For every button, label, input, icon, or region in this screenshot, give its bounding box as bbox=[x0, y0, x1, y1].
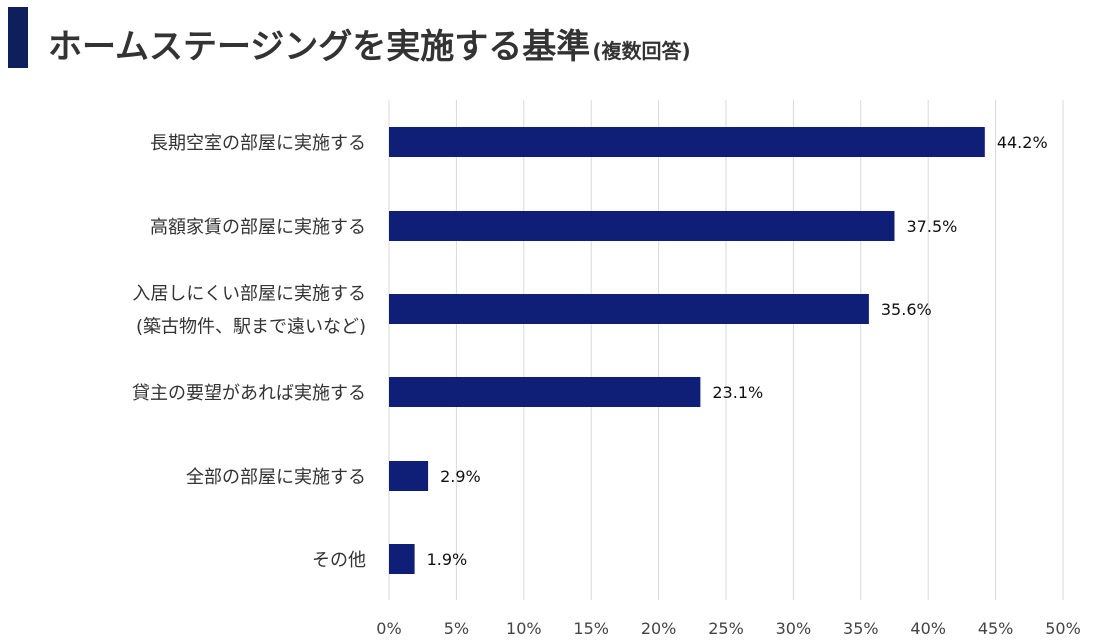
bar bbox=[389, 211, 895, 241]
category-label: 高額家賃の部屋に実施する bbox=[150, 217, 366, 238]
category-label: その他 bbox=[312, 550, 366, 571]
value-label: 23.1% bbox=[712, 383, 763, 402]
category-label: 長期空室の部屋に実施する bbox=[150, 133, 366, 154]
bars bbox=[389, 127, 985, 574]
value-label: 1.9% bbox=[427, 550, 468, 569]
bar bbox=[389, 544, 415, 574]
category-label: 貸主の要望があれば実施する bbox=[132, 383, 366, 404]
title-accent-bar bbox=[8, 7, 28, 68]
category-label: 入居しにくい部屋に実施する bbox=[132, 284, 366, 305]
x-tick-label: 25% bbox=[708, 619, 744, 638]
x-tick-label: 45% bbox=[978, 619, 1014, 638]
bar bbox=[389, 294, 869, 324]
value-label: 35.6% bbox=[881, 300, 932, 319]
bar bbox=[389, 461, 429, 491]
value-label: 44.2% bbox=[997, 133, 1048, 152]
value-label: 37.5% bbox=[907, 217, 958, 236]
title-main: ホームステージングを実施する基準 bbox=[48, 27, 591, 67]
value-labels: 44.2% 37.5% 35.6% 23.1% 2.9% 1.9% bbox=[427, 133, 1048, 569]
x-axis-tick-labels: 0% 5% 10% 15% 20% 25% 30% 35% 40% 45% 50% bbox=[376, 619, 1080, 638]
x-tick-label: 15% bbox=[573, 619, 609, 638]
x-tick-label: 50% bbox=[1045, 619, 1081, 638]
category-label: (築古物件、駅まで遠いなど) bbox=[136, 317, 366, 338]
gridlines bbox=[388, 100, 1064, 600]
bar bbox=[389, 377, 701, 407]
value-label: 2.9% bbox=[440, 467, 481, 486]
x-tick-label: 5% bbox=[444, 619, 469, 638]
page-title: ホームステージングを実施する基準 (複数回答) bbox=[48, 12, 691, 68]
x-tick-label: 30% bbox=[776, 619, 812, 638]
title-subtitle: (複数回答) bbox=[592, 39, 691, 63]
bar bbox=[389, 127, 985, 157]
x-tick-label: 20% bbox=[641, 619, 677, 638]
x-tick-label: 10% bbox=[506, 619, 542, 638]
x-tick-label: 0% bbox=[376, 619, 401, 638]
x-tick-label: 35% bbox=[843, 619, 879, 638]
category-label: 全部の部屋に実施する bbox=[186, 467, 366, 488]
x-tick-label: 40% bbox=[910, 619, 946, 638]
